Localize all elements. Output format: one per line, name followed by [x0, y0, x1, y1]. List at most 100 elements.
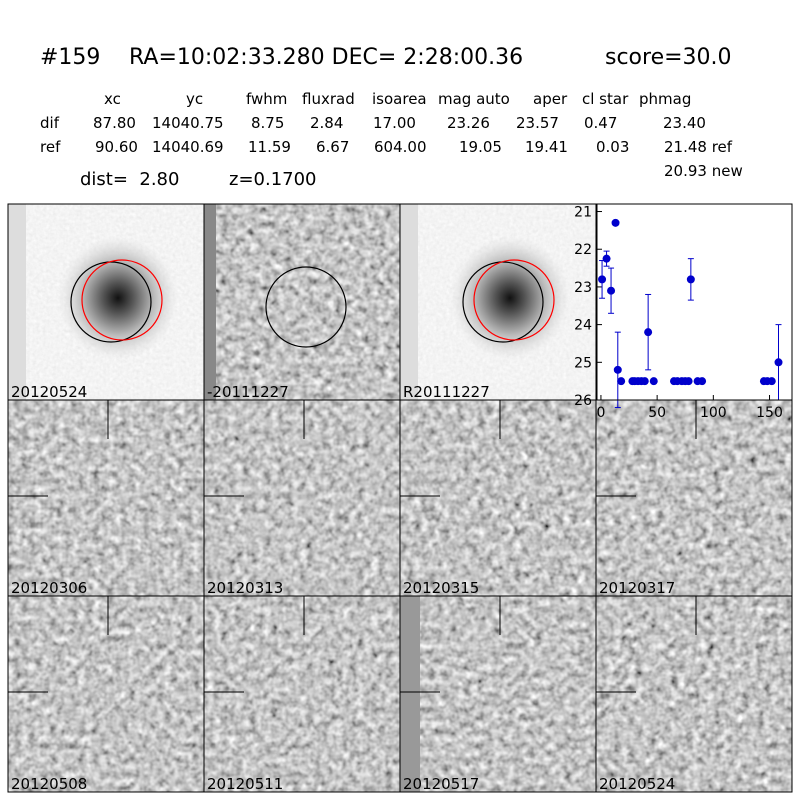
column-header: aper: [533, 90, 568, 108]
table-cell: 604.00: [374, 138, 427, 156]
table-cell: 8.75: [251, 114, 284, 132]
panel-image: [596, 596, 792, 792]
column-header: fluxrad: [302, 90, 355, 108]
point: [598, 260, 607, 299]
marker: [602, 254, 611, 263]
panel: R20111227: [399, 203, 597, 401]
table-cell: 21.48 ref: [664, 138, 733, 156]
panel-image: [596, 400, 792, 596]
phmag-new: 20.93 new: [664, 162, 743, 180]
plot-frame: [596, 203, 793, 401]
edge-strip: [8, 204, 26, 400]
panel-image: [8, 596, 204, 792]
column-header: xc: [104, 90, 121, 108]
point: [607, 267, 616, 314]
panel-label: R20111227: [403, 383, 490, 401]
table-cell: 19.41: [525, 138, 568, 156]
y-tick-label: 25: [574, 355, 592, 371]
edge-strip: [400, 204, 418, 400]
edge-strip: [204, 204, 216, 400]
redshift: z=0.1700: [229, 169, 317, 190]
marker: [613, 365, 622, 374]
point: [617, 377, 626, 386]
table-cell: 2.84: [310, 114, 343, 132]
table-cell: 0.03: [596, 138, 629, 156]
table-cell: 14040.69: [152, 138, 224, 156]
y-tick-label: 26: [574, 393, 592, 409]
panel-label: 20120524: [599, 775, 675, 793]
column-header: cl star: [582, 90, 629, 108]
panel: 20120511: [203, 595, 401, 793]
panel: 20120306: [7, 399, 205, 597]
y-tick-label: 24: [574, 318, 592, 334]
marker: [598, 275, 607, 284]
panel-image: [8, 400, 204, 596]
panel-image: [400, 596, 596, 792]
table-cell: 6.67: [316, 138, 349, 156]
y-tick-label: 23: [574, 280, 592, 296]
point: [611, 218, 620, 227]
x-tick-label: 100: [700, 405, 727, 421]
marker: [644, 328, 653, 337]
point: [767, 377, 776, 386]
column-header: phmag: [639, 90, 691, 108]
column-header: yc: [186, 90, 203, 108]
panel: 20120524: [7, 203, 205, 401]
point: [698, 377, 707, 386]
marker: [774, 358, 783, 367]
panel-label: 20120517: [403, 775, 479, 793]
column-header: mag auto: [438, 90, 510, 108]
panel: 20120317: [595, 399, 793, 597]
panel: 20120315: [399, 399, 597, 597]
y-tick-label: 22: [574, 242, 592, 258]
panel-label: -20111227: [207, 383, 289, 401]
table-cell: 87.80: [93, 114, 136, 132]
y-tick-label: 21: [574, 205, 592, 221]
table-cell: 17.00: [373, 114, 416, 132]
point: [686, 258, 695, 301]
panel-image: [400, 400, 596, 596]
column-header: isoarea: [372, 90, 427, 108]
x-tick-label: 150: [756, 405, 783, 421]
table-cell: 19.05: [459, 138, 502, 156]
table-cell: 0.47: [584, 114, 617, 132]
panel-label: 20120306: [11, 579, 87, 597]
galaxy: [450, 236, 570, 360]
table-cell: 14040.75: [152, 114, 224, 132]
table-cell: 90.60: [95, 138, 138, 156]
aperture-red: [473, 259, 555, 341]
table-cell: 23.57: [516, 114, 559, 132]
distance: dist= 2.80: [80, 169, 179, 190]
panel-image: [204, 400, 400, 596]
point: [649, 377, 658, 386]
x-tick-label: 0: [596, 405, 605, 421]
panel-label: 20120315: [403, 579, 479, 597]
aperture-red: [81, 259, 163, 341]
point: [602, 250, 611, 267]
table-cell: 11.59: [248, 138, 291, 156]
panel: 20120524: [595, 595, 793, 793]
panel: 20120313: [203, 399, 401, 597]
panel-border: [595, 595, 793, 793]
panel-image: [204, 596, 400, 792]
table-cell: ref: [40, 138, 61, 156]
panel-label: 20120317: [599, 579, 675, 597]
marker: [649, 377, 658, 386]
x-tick-label: 50: [648, 405, 666, 421]
marker: [684, 377, 693, 386]
marker: [698, 377, 707, 386]
table-cell: dif: [40, 114, 60, 132]
panel: 20120517: [399, 595, 597, 793]
point: [644, 293, 653, 371]
panel: -20111227: [203, 203, 401, 401]
aperture-black: [265, 266, 347, 348]
coordinates: RA=10:02:33.280 DEC= 2:28:00.36: [129, 45, 523, 70]
column-header: fwhm: [246, 90, 287, 108]
plot-bg: [597, 204, 792, 400]
panel-label: 20120524: [11, 383, 87, 401]
point: [613, 331, 622, 409]
edge-strip: [400, 596, 420, 792]
table-cell: 23.40: [663, 114, 706, 132]
panel-label: 20120511: [207, 775, 283, 793]
